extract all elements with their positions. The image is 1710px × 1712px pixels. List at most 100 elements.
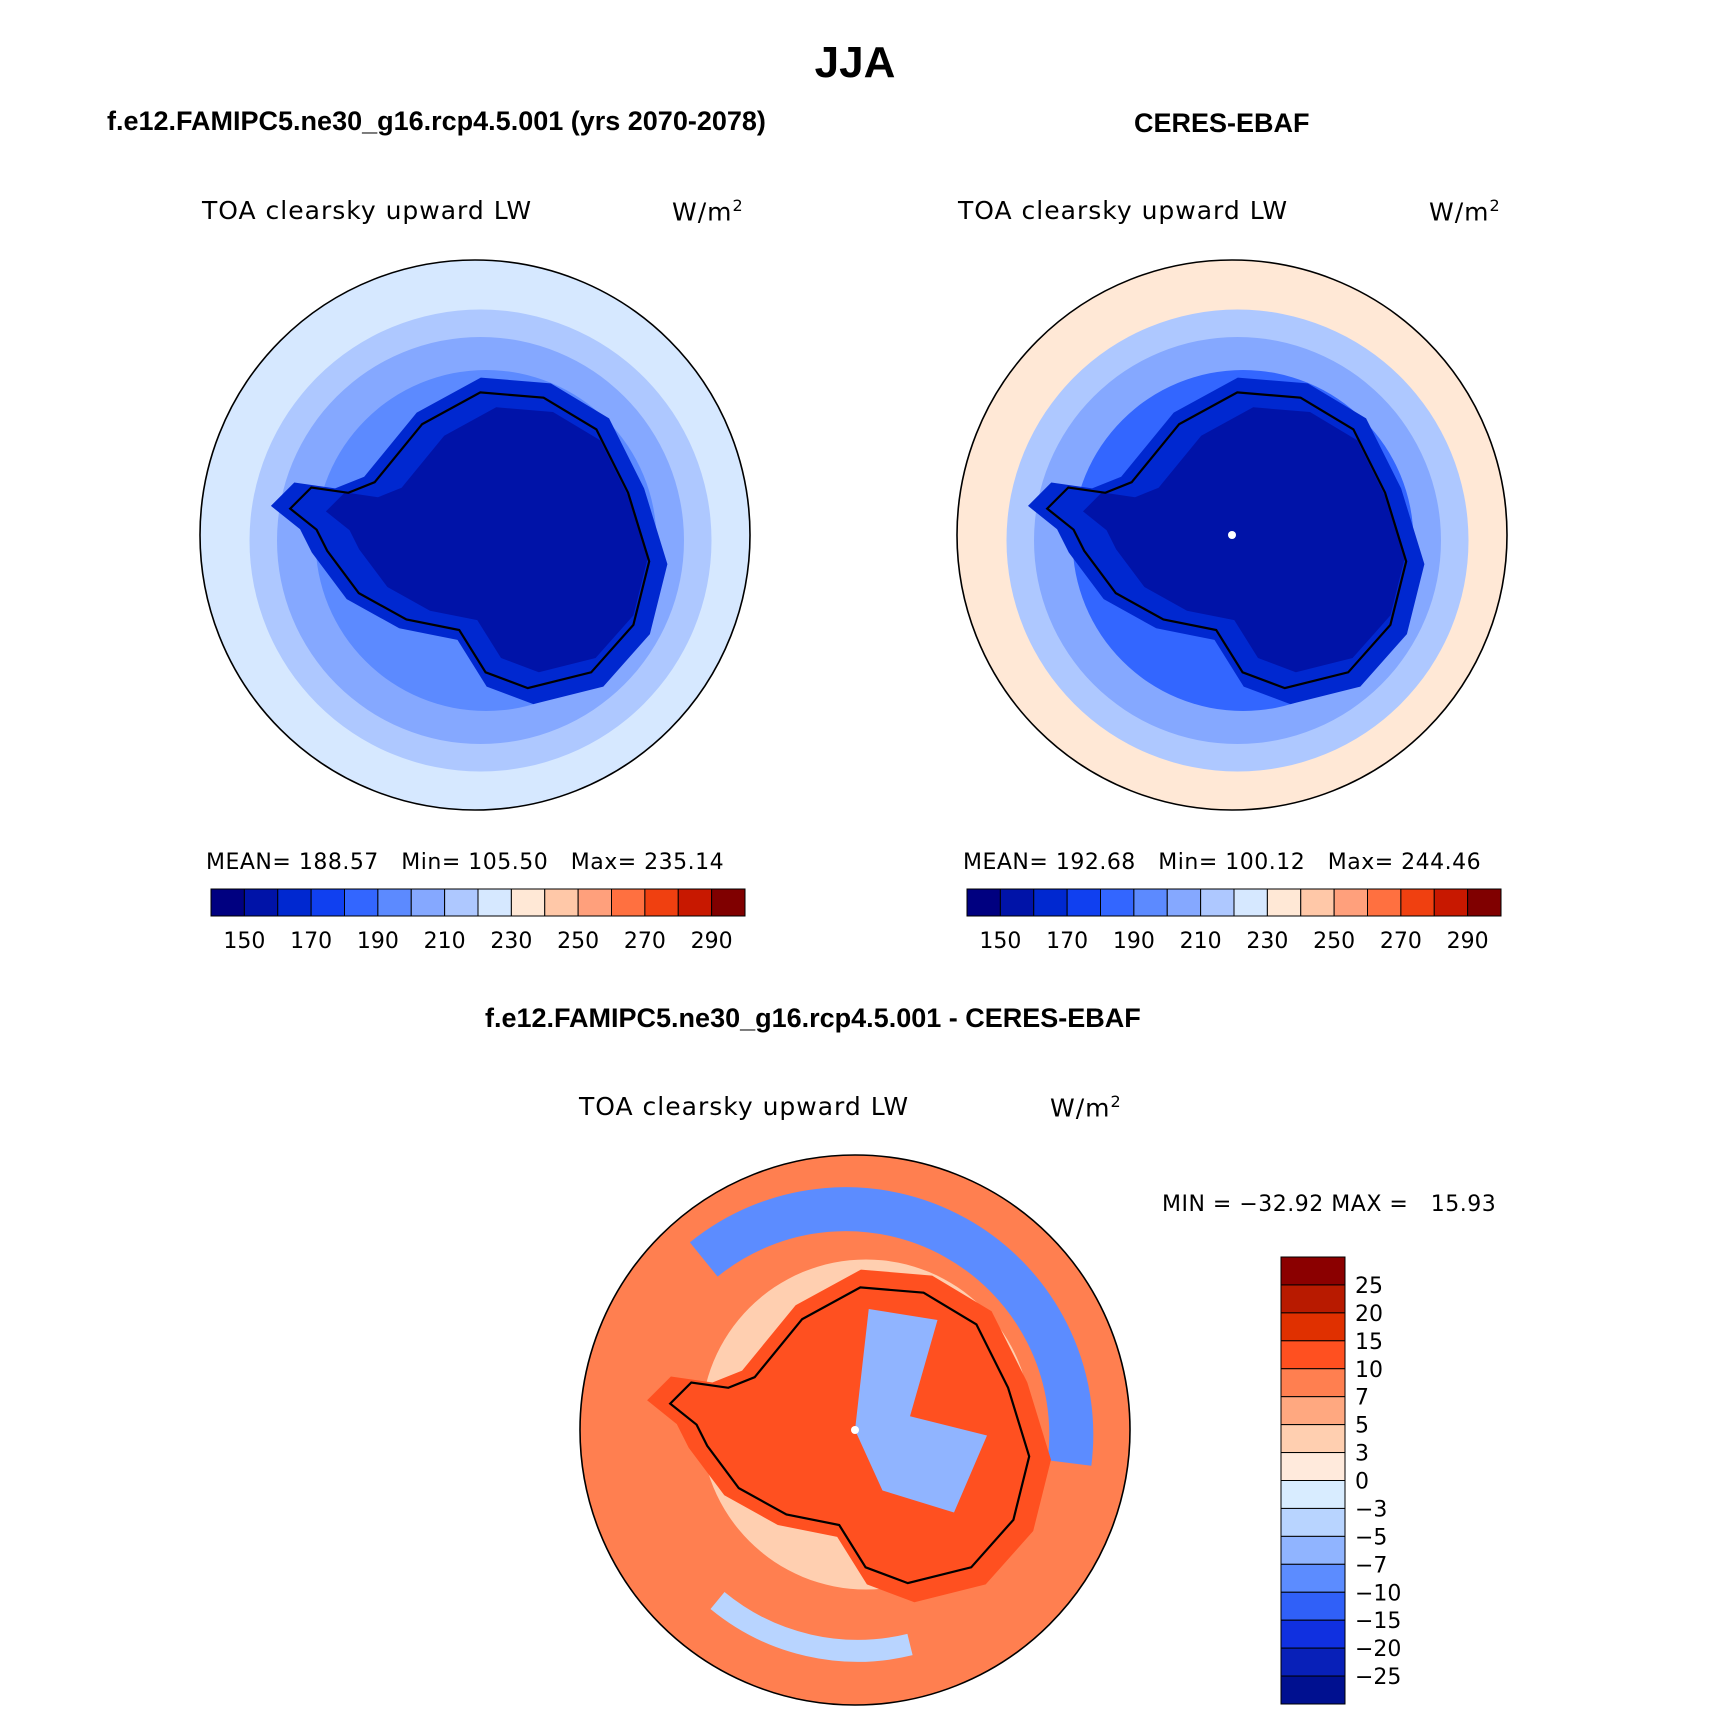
panel1-units: W/m2 (672, 196, 744, 226)
panel1-max-label: Max= (570, 850, 637, 875)
panel2-stats: MEAN= 192.68 Min= 100.12 Max= 244.46 (963, 850, 1481, 875)
panel1-colorbar-swatch (410, 888, 446, 917)
panel3-colorbar: 25 20 15 10 7 5 3 0−3 −5 −7 −10 −15 −20 −25 (1280, 1256, 1401, 1705)
panel2-colorbar-tick-label: 230 (1246, 929, 1288, 954)
panel2-colorbar-swatch (1066, 888, 1102, 917)
panel2-colorbar-swatch (1166, 888, 1202, 917)
panel3-colorbar-swatch (1280, 1619, 1346, 1649)
panel2-colorbar-swatch (1433, 888, 1469, 917)
panel1-colorbar-swatch (677, 888, 713, 917)
panel3-units-exponent: 2 (1110, 1092, 1122, 1111)
panel3-colorbar-swatch (1280, 1507, 1346, 1537)
panel1-colorbar-tick-label: 210 (424, 929, 466, 954)
panel3-colorbar-tick-label: 10 (1355, 1358, 1383, 1383)
panel1-variable-label: TOA clearsky upward LW (202, 196, 533, 225)
panel2-max-value: 244.46 (1401, 850, 1482, 875)
panel3-units: W/m2 (1050, 1092, 1122, 1122)
field-zone-plateau (1083, 407, 1405, 673)
panel3-variable-label: TOA clearsky upward LW (579, 1092, 910, 1121)
panel2-colorbar-swatch (1367, 888, 1402, 917)
panel1-units-exponent: 2 (732, 196, 744, 215)
panel1-mean-label: MEAN= (206, 850, 292, 875)
field-zone-warm-arc-south (710, 1591, 913, 1662)
panel3-colorbar-swatch (1280, 1340, 1346, 1370)
map-field-1 (200, 260, 750, 810)
panel2-colorbar-swatch (1200, 888, 1235, 917)
panel1-max-value: 235.14 (644, 850, 725, 875)
panel2-colorbar-tick-label: 170 (1046, 929, 1088, 954)
field-zone-plateau (325, 407, 648, 673)
panel1-units-text: W/m (672, 197, 733, 227)
panel2-colorbar-swatch (1100, 888, 1135, 917)
panel3-colorbar-tick-label: 0 (1355, 1470, 1369, 1495)
panel1-colorbar-swatch (644, 888, 679, 917)
field-zone-warm-arc (689, 1187, 1094, 1466)
panel1-colorbar-tick-label: 150 (223, 929, 265, 954)
panel2-colorbar-swatch (1033, 888, 1068, 917)
coastline-panel-1 (288, 391, 651, 690)
panel3-colorbar-swatch (1280, 1368, 1346, 1398)
panel3-colorbar-tick-label: −15 (1355, 1609, 1401, 1634)
panel2-max-label: Max= (1327, 850, 1394, 875)
panel1-title: f.e12.FAMIPC5.ne30_g16.rcp4.5.001 (yrs 2… (107, 106, 766, 136)
panel1-min-label: Min= (401, 850, 461, 875)
panel2-min-label: Min= (1158, 850, 1218, 875)
panel1-colorbar-swatch (344, 888, 379, 917)
panel1-colorbar-tick-label: 230 (490, 929, 532, 954)
panel2-title: CERES-EBAF (1134, 108, 1310, 138)
field-zone-interior-wedge (855, 1309, 987, 1513)
panel2-mean-label: MEAN= (963, 850, 1049, 875)
panel2-colorbar-swatch (999, 888, 1035, 917)
panel3-colorbar-tick-label: −7 (1355, 1553, 1387, 1578)
panel1-colorbar-swatch (310, 888, 346, 917)
panel3-min-value: −32.92 (1239, 1192, 1324, 1217)
panel1-colorbar: 150 170 190 210 230 250 270 290 (210, 888, 746, 954)
panel1-colorbar-swatch (377, 888, 412, 917)
panel3-title: f.e12.FAMIPC5.ne30_g16.rcp4.5.001 - CERE… (485, 1003, 1141, 1033)
panel1-colorbar-swatch (477, 888, 512, 917)
panel3-colorbar-tick-label: 3 (1355, 1442, 1369, 1467)
panel3-max-value: 15.93 (1430, 1192, 1497, 1217)
panel2-colorbar-tick-label: 290 (1447, 929, 1489, 954)
pole-marker-panel-3 (851, 1426, 859, 1434)
map-boundary-panel-2 (956, 259, 1508, 811)
panel2-colorbar: 150 170 190 210 230 250 270 290 (966, 888, 1502, 954)
panel3-colorbar-swatch (1280, 1563, 1346, 1593)
panel3-colorbar-tick-label: −10 (1355, 1581, 1401, 1606)
panel3-colorbar-swatch (1280, 1396, 1346, 1426)
panel2-colorbar-swatch (1333, 888, 1369, 917)
panel3-colorbar-tick-label: 5 (1355, 1414, 1369, 1439)
panel1-colorbar-swatch (243, 888, 279, 917)
panel3-colorbar-tick-label: −3 (1355, 1497, 1387, 1522)
panel3-colorbar-tick-label: −20 (1355, 1637, 1401, 1662)
panel2-units-text: W/m (1429, 197, 1490, 227)
panel2-colorbar-swatch (1233, 888, 1268, 917)
panel3-colorbar-tick-label: 20 (1355, 1302, 1383, 1327)
panel3-colorbar-swatch (1280, 1256, 1346, 1286)
field-zone-coastal-ring (647, 1269, 1051, 1603)
panel3-colorbar-swatch (1280, 1452, 1346, 1482)
panel1-min-value: 105.50 (468, 850, 549, 875)
panel2-colorbar-swatch (1133, 888, 1168, 917)
map-field-2 (957, 260, 1507, 810)
panel2-min-value: 100.12 (1225, 850, 1306, 875)
panel3-colorbar-tick-label: −5 (1355, 1525, 1387, 1550)
panel3-colorbar-swatch (1280, 1591, 1346, 1621)
panel1-colorbar-swatch (277, 888, 312, 917)
panel2-colorbar-tick-label: 210 (1180, 929, 1222, 954)
panel1-colorbar-tick-label: 190 (357, 929, 399, 954)
figure-title: JJA (814, 38, 896, 87)
coastline-panel-2 (1045, 391, 1408, 690)
panel3-colorbar-swatch (1280, 1284, 1346, 1314)
panel3-colorbar-swatch (1280, 1675, 1346, 1705)
panel1-colorbar-tick-label: 250 (557, 929, 599, 954)
panel3-colorbar-swatch (1280, 1480, 1346, 1509)
pole-marker-panel-2 (1228, 531, 1236, 539)
panel2-mean-value: 192.68 (1055, 850, 1136, 875)
panel2-colorbar-swatch (1300, 888, 1335, 917)
panel3-stats: MIN = −32.92 MAX = 15.93 (1162, 1192, 1496, 1217)
panel2-units-exponent: 2 (1489, 196, 1501, 215)
panel1-colorbar-swatch (444, 888, 479, 917)
panel3-units-text: W/m (1050, 1093, 1111, 1123)
